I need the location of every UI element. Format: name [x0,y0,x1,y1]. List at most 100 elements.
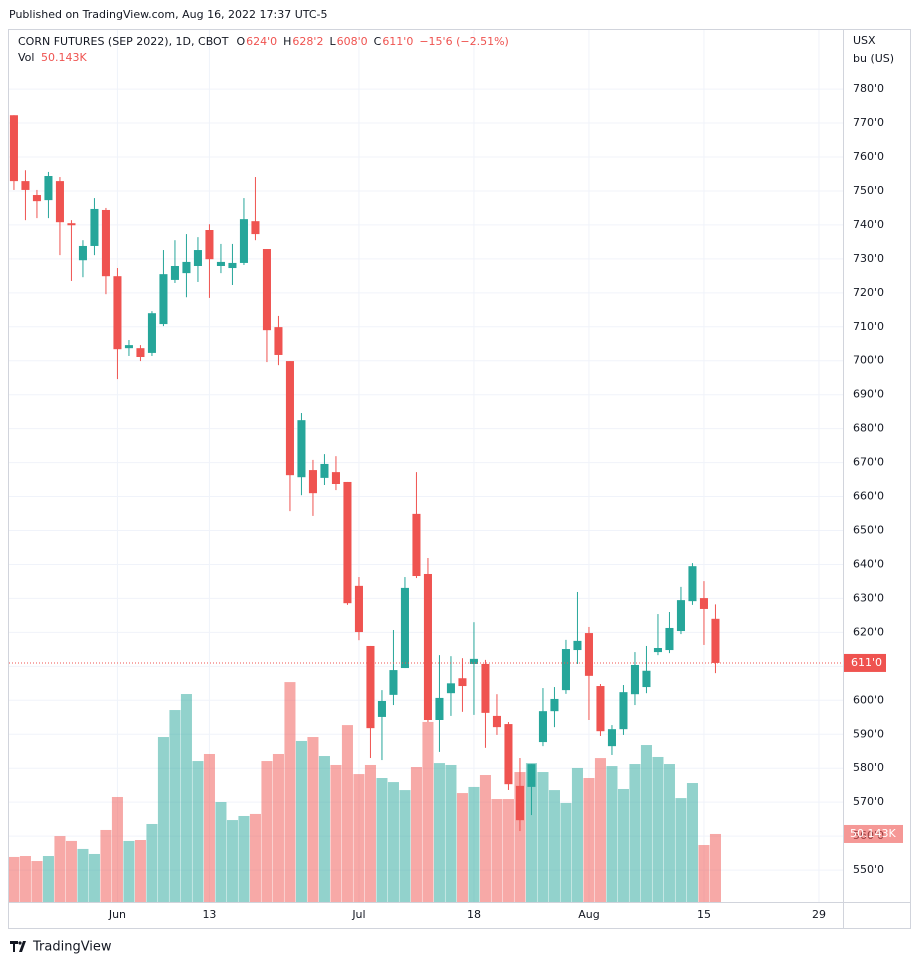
candle-body [711,618,720,663]
chart-title: CORN FUTURES (SEP 2022), 1D, CBOT [18,35,229,48]
volume-bar [606,766,618,902]
volume-bar [525,763,537,902]
candle-body [412,513,421,577]
candle-body [44,176,53,201]
y-tick-label: 650'0 [853,524,884,537]
volume-bar [652,756,664,902]
volume-bar [134,840,146,902]
candle-body [377,700,386,717]
volume-bar [272,753,284,902]
candle-body [124,345,133,349]
candle-body [584,633,593,676]
volume-bar [686,783,698,902]
volume-bar [180,694,192,902]
y-tick-label: 690'0 [853,388,884,401]
volume-bar [215,802,227,902]
candle-body [262,249,271,331]
last-price-label: 611'0 [851,656,882,669]
candle-body [492,715,501,728]
volume-bar [571,767,583,902]
volume-value: 50.143K [41,51,87,64]
volume-bar [422,721,434,902]
y-tick-label: 760'0 [853,150,884,163]
candle-body [274,327,283,355]
y-tick-label: 600'0 [853,693,884,706]
volume-bar [123,840,135,902]
volume-bar [548,790,560,902]
last-price-box [844,653,886,672]
y-tick-label: 720'0 [853,286,884,299]
y-tick-label: 730'0 [853,252,884,265]
y-tick-label: 640'0 [853,557,884,570]
candle-body [239,219,248,263]
y-tick-label: 670'0 [853,456,884,469]
volume-bar [19,856,31,902]
x-tick-label: Aug [578,908,599,921]
volume-bar [238,815,250,902]
volume-bar [364,764,376,902]
volume-bar [88,853,100,902]
x-tick-label: 29 [812,908,826,921]
legend-value: 608'0 [337,35,368,48]
candle-body [446,683,455,694]
candle-body [90,208,99,246]
volume-bar [640,745,652,902]
brand: TradingView [32,940,112,955]
candle-body [55,181,64,223]
candle-body [596,686,605,732]
candle-body [561,649,570,691]
volume-bar [146,823,158,902]
candle-body [573,640,582,651]
legend-key: C [374,35,382,48]
volume-bar [318,756,330,902]
volume-bar [353,774,365,902]
candle-body [366,645,375,729]
volume-bar [399,790,411,902]
candle-body [400,587,409,669]
candle-body [469,658,478,664]
y-tick-label: 700'0 [853,354,884,367]
volume-bar [54,836,66,902]
legend-value: 611'0 [382,35,413,48]
volume-bar [192,761,204,902]
candle-body [699,598,708,609]
volume-bar [8,856,20,902]
axis-unit: bu (US) [853,52,894,65]
volume-label: 50.143K [850,827,896,840]
y-tick-label: 680'0 [853,422,884,435]
volume-bar [456,793,468,902]
volume-bar [31,861,43,902]
volume-bar [433,763,445,902]
volume-pane [8,682,721,902]
volume-bar [330,764,342,902]
candle-body [653,648,662,653]
volume-bar [617,788,629,902]
candle-body [205,230,214,260]
volume-bar [479,775,491,902]
volume-bar [249,813,261,902]
volume-bar [169,710,181,902]
volume-bar [468,786,480,902]
candle-body [182,261,191,274]
candle-body [9,115,18,182]
x-tick-label: 18 [467,908,481,921]
candle-body [297,420,306,478]
candle-body [285,361,294,476]
y-tick-label: 580'0 [853,761,884,774]
y-tick-label: 710'0 [853,320,884,333]
candle-body [607,729,616,747]
y-tick-label: 590'0 [853,727,884,740]
candle-body [32,195,41,202]
candle-body [136,348,145,357]
candle-body [320,463,329,478]
volume-bar [77,848,89,902]
candle-body [515,785,524,821]
y-tick-label: 550'0 [853,863,884,876]
volume-bar [65,840,77,902]
legend-change: −15'6 (−2.51%) [419,35,508,48]
volume-bar [594,758,606,902]
volume-bar [295,740,307,902]
candle-body [101,209,110,277]
legend-key: O [236,35,245,48]
candle-body [389,670,398,695]
